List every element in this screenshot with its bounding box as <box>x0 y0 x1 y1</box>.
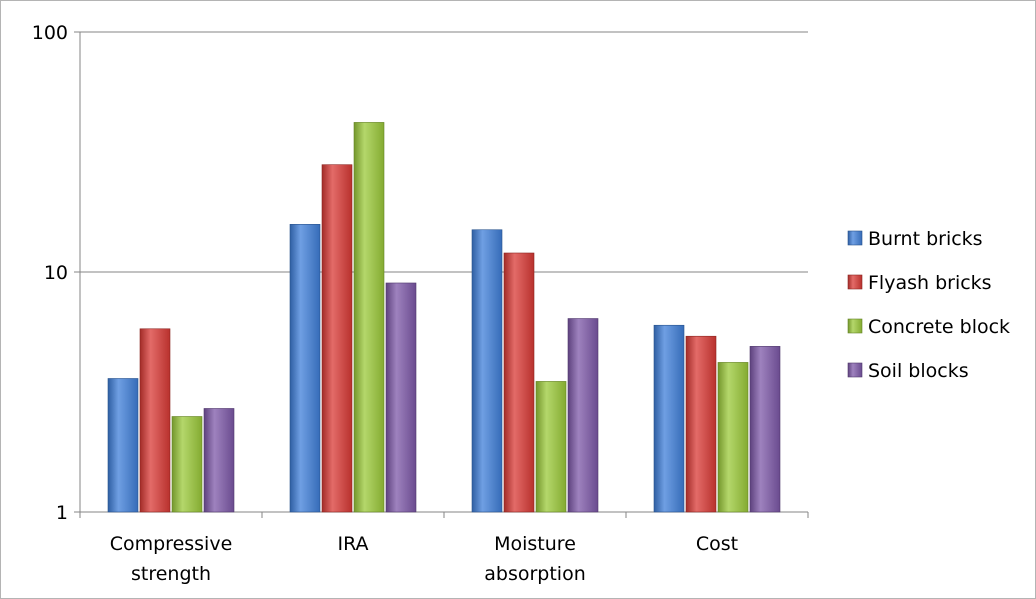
bar-burnt-bricks-3 <box>653 324 685 513</box>
bar-soil-blocks-2 <box>567 318 599 513</box>
x-category-label: Moisture absorption <box>484 533 586 585</box>
bar-concrete-block-3 <box>717 362 749 513</box>
y-tick-label: 1 <box>56 502 68 524</box>
x-category-label: Compressive strength <box>110 533 233 585</box>
legend-swatch <box>847 274 863 290</box>
legend-label: Burnt bricks <box>868 228 983 250</box>
bar-flyash-bricks-2 <box>503 252 535 513</box>
x-category-label: IRA <box>337 533 368 555</box>
bar-soil-blocks-1 <box>385 282 417 513</box>
bar-burnt-bricks-0 <box>107 378 139 513</box>
bars <box>107 122 781 513</box>
axis-labels: 1 10 100 Compressive strength IRA Moisture abso… <box>32 22 738 585</box>
y-tick-label: 10 <box>44 262 68 284</box>
x-category-label: Cost <box>696 533 738 555</box>
legend-label: Concrete block <box>868 316 1010 338</box>
bar-burnt-bricks-1 <box>289 224 321 513</box>
legend-swatch <box>847 230 863 246</box>
bar-concrete-block-2 <box>535 381 567 513</box>
bar-flyash-bricks-1 <box>321 164 353 513</box>
bar-soil-blocks-3 <box>749 346 781 513</box>
y-tick-label: 100 <box>32 22 68 44</box>
gridlines <box>80 31 808 273</box>
legend-swatch <box>847 362 863 378</box>
bar-soil-blocks-0 <box>203 408 235 513</box>
legend-label: Flyash bricks <box>868 272 992 294</box>
bar-burnt-bricks-2 <box>471 229 503 513</box>
legend: Burnt bricks Flyash bricks Concrete block S… <box>847 228 1010 382</box>
legend-label: Soil blocks <box>868 360 969 382</box>
bar-concrete-block-1 <box>353 122 385 513</box>
bar-flyash-bricks-0 <box>139 328 171 513</box>
bar-flyash-bricks-3 <box>685 335 717 513</box>
bar-concrete-block-0 <box>171 416 203 513</box>
legend-swatch <box>847 318 863 334</box>
